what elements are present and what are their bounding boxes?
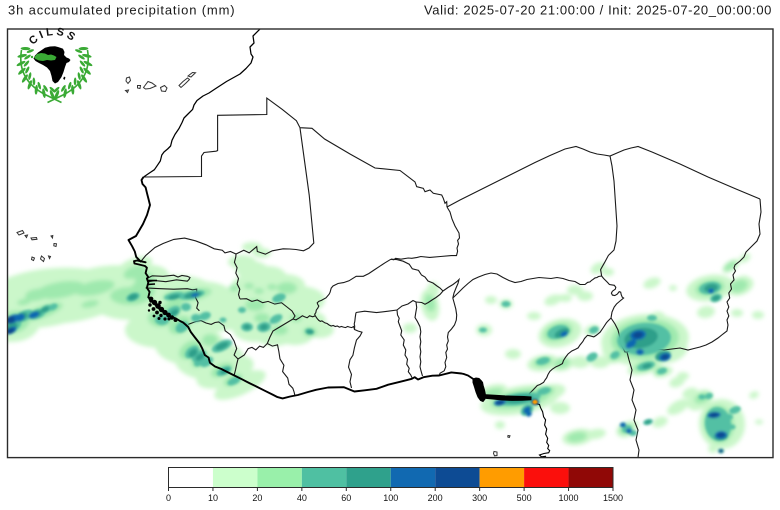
svg-text:500: 500 xyxy=(517,493,532,503)
svg-text:300: 300 xyxy=(472,493,487,503)
svg-text:20: 20 xyxy=(252,493,262,503)
svg-text:Valid: 2025-07-20 21:00:00 / I: Valid: 2025-07-20 21:00:00 / Init: 2025-… xyxy=(424,3,772,18)
svg-text:1500: 1500 xyxy=(603,493,623,503)
svg-text:100: 100 xyxy=(383,493,398,503)
svg-text:1000: 1000 xyxy=(559,493,579,503)
svg-text:3h accumulated precipitation (: 3h accumulated precipitation (mm) xyxy=(8,3,235,18)
svg-text:60: 60 xyxy=(341,493,351,503)
svg-text:200: 200 xyxy=(428,493,443,503)
svg-text:10: 10 xyxy=(208,493,218,503)
svg-text:0: 0 xyxy=(166,493,171,503)
svg-text:40: 40 xyxy=(297,493,307,503)
